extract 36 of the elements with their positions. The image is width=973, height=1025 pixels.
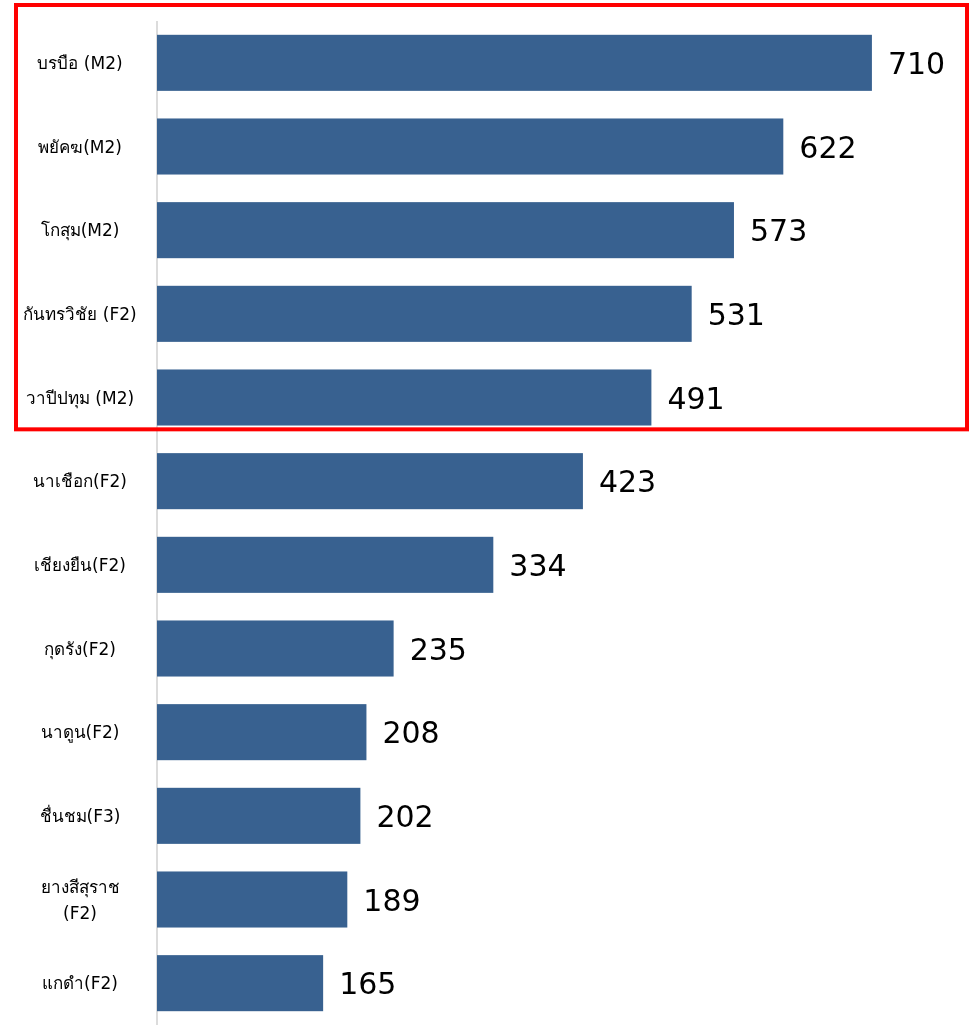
bar	[157, 118, 784, 175]
bar	[157, 34, 872, 91]
bar	[157, 787, 361, 844]
bar	[157, 453, 583, 510]
data-label: 202	[376, 798, 434, 834]
data-label: 710	[887, 45, 946, 81]
y-tick-label: ยางสีสุราช (F2)	[40, 876, 120, 923]
data-label: 334	[509, 547, 567, 583]
bar	[157, 871, 348, 928]
y-tick-label: กุดรัง(F2)	[44, 638, 116, 660]
y-tick-label: ชื่นชม(F3)	[39, 803, 121, 826]
data-label: 189	[363, 882, 421, 918]
data-label: 235	[409, 631, 467, 667]
data-label: 622	[799, 129, 857, 165]
data-label: 491	[667, 380, 725, 416]
bar	[157, 955, 324, 1012]
data-label: 531	[707, 296, 765, 332]
data-label: 573	[749, 213, 808, 249]
y-tick-label: กันทรวิชัย (F2)	[23, 303, 137, 324]
y-tick-label: แกดำ(F2)	[42, 973, 118, 994]
bar	[157, 285, 692, 342]
bar	[157, 202, 734, 259]
data-label: 423	[598, 464, 657, 500]
bar	[157, 704, 367, 761]
data-label: 165	[339, 966, 397, 1002]
bar	[157, 369, 652, 426]
bar	[157, 620, 394, 677]
y-tick-label: เชียงยืน(F2)	[34, 554, 126, 575]
bar	[157, 536, 494, 593]
y-tick-label: นาเชือก(F2)	[33, 471, 127, 492]
data-label: 208	[382, 715, 440, 751]
y-tick-label: วาปีปทุม (M2)	[25, 387, 135, 409]
y-tick-label: พยัคฆ(M2)	[38, 136, 122, 157]
y-tick-label: บรบือ (M2)	[37, 52, 123, 73]
y-tick-label: โกสุม(M2)	[40, 220, 120, 242]
y-tick-label: นาดูน(F2)	[40, 722, 120, 744]
